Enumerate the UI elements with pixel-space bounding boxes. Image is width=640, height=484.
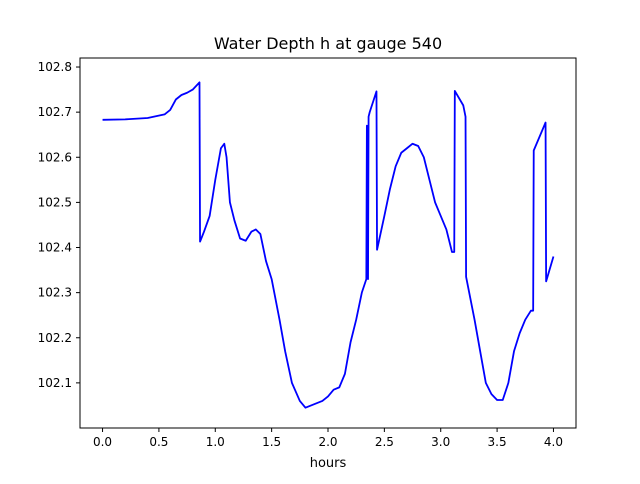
plot-area [102,81,555,409]
x-tick-label: 0.0 [93,435,112,449]
x-tick-label: 2.5 [375,435,394,449]
x-tick-label: 3.5 [488,435,507,449]
x-tick-label: 4.0 [544,435,563,449]
x-tick-label: 1.0 [206,435,225,449]
y-tick-label: 102.8 [38,60,72,74]
y-tick-label: 102.4 [38,241,72,255]
x-axis-label: hours [310,456,347,471]
chart-title: Water Depth h at gauge 540 [214,34,442,53]
y-tick-label: 102.7 [38,105,72,119]
x-tick-label: 2.0 [318,435,337,449]
x-tick-label: 1.5 [262,435,281,449]
y-tick-label: 102.3 [38,286,72,300]
y-tick-label: 102.6 [38,150,72,164]
x-tick-label: 3.0 [431,435,450,449]
x-axis-ticks: 0.0 0.5 1.0 1.5 2.0 2.5 3.0 3.5 4.0 [93,428,563,449]
y-tick-label: 102.1 [38,376,72,390]
x-tick-label: 0.5 [149,435,168,449]
y-axis-ticks: 102.1 102.2 102.3 102.4 102.5 102.6 102.7 102.8 [38,60,80,390]
series-line-1 [102,81,555,409]
y-tick-label: 102.5 [38,195,72,209]
y-tick-label: 102.2 [38,331,72,345]
